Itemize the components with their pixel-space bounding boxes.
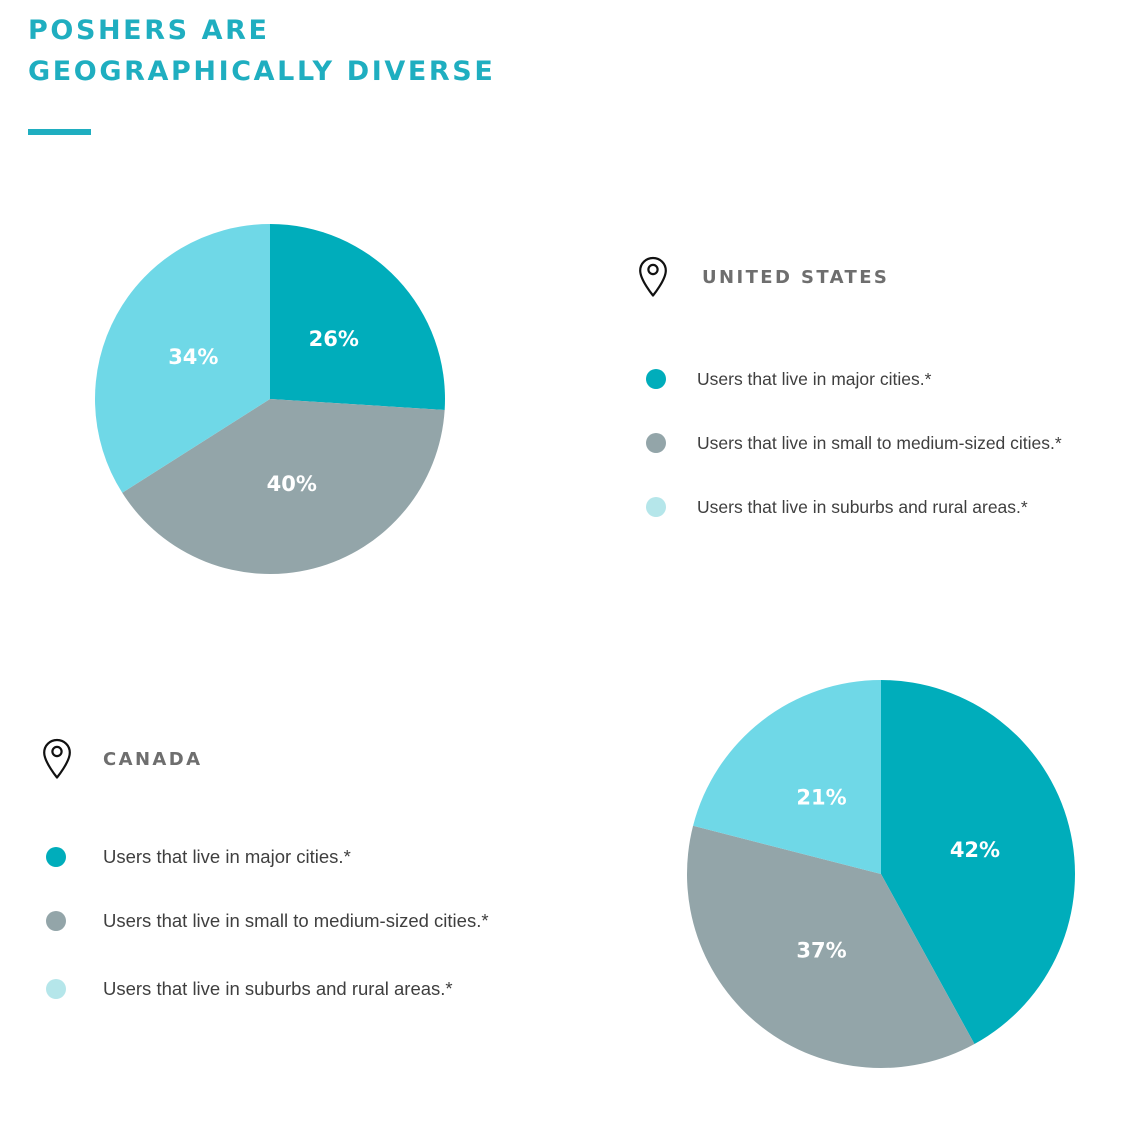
title-underline: [28, 129, 91, 135]
legend-label: Users that live in major cities.*: [103, 846, 351, 867]
title-line-1: POSHERS ARE: [28, 15, 270, 46]
legend-swatch-suburbs-rural: [646, 497, 666, 517]
pie-slice-major-cities: [881, 680, 1076, 1045]
slice-label-major-cities: 42%: [950, 838, 1000, 862]
pie-slice-suburbs-rural: [95, 224, 271, 493]
us-legend: Users that live in major cities.* Users …: [646, 362, 1062, 554]
title-line-2: GEOGRAPHICALLY DIVERSE: [28, 56, 496, 87]
legend-item-suburbs-rural: Users that live in suburbs and rural are…: [646, 490, 1062, 524]
ca-region-name: CANADA: [103, 748, 203, 770]
pie-slice-suburbs-rural: [693, 680, 881, 874]
pie-slice-small-medium-cities: [687, 825, 975, 1068]
legend-swatch-major-cities: [46, 847, 66, 867]
us-pie-chart: 26% 40% 34%: [95, 224, 445, 574]
ca-legend: Users that live in major cities.* Users …: [46, 840, 489, 1036]
us-region-name: UNITED STATES: [702, 266, 890, 288]
legend-swatch-major-cities: [646, 369, 666, 389]
slice-label-suburbs-rural: 34%: [168, 345, 218, 369]
canada-pie-chart: 42% 37% 21%: [687, 680, 1076, 1068]
slice-label-small-medium-cities: 37%: [796, 939, 846, 963]
legend-item-suburbs-rural: Users that live in suburbs and rural are…: [46, 972, 489, 1006]
legend-label: Users that live in small to medium-sized…: [697, 432, 1062, 453]
legend-swatch-small-medium-cities: [646, 433, 666, 453]
legend-label: Users that live in suburbs and rural are…: [103, 978, 453, 999]
legend-item-major-cities: Users that live in major cities.*: [46, 840, 489, 874]
slice-label-small-medium-cities: 40%: [267, 472, 317, 496]
legend-item-small-medium-cities: Users that live in small to medium-sized…: [646, 426, 1062, 460]
legend-swatch-suburbs-rural: [46, 979, 66, 999]
legend-label: Users that live in small to medium-sized…: [103, 910, 489, 931]
pie-slice-small-medium-cities: [122, 399, 445, 574]
legend-item-small-medium-cities: Users that live in small to medium-sized…: [46, 904, 489, 938]
ca-region-header: CANADA: [42, 738, 202, 780]
legend-label: Users that live in suburbs and rural are…: [697, 496, 1028, 517]
map-pin-icon: [639, 256, 667, 297]
slice-label-suburbs-rural: 21%: [796, 785, 846, 809]
page-title: POSHERS ARE GEOGRAPHICALLY DIVERSE: [28, 10, 495, 92]
slice-label-major-cities: 26%: [309, 327, 359, 351]
map-pin-icon: [43, 738, 71, 779]
legend-label: Users that live in major cities.*: [697, 368, 932, 389]
us-region-header: UNITED STATES: [638, 256, 889, 298]
legend-item-major-cities: Users that live in major cities.*: [646, 362, 1062, 396]
pie-slice-major-cities: [270, 224, 445, 410]
legend-swatch-small-medium-cities: [46, 911, 66, 931]
